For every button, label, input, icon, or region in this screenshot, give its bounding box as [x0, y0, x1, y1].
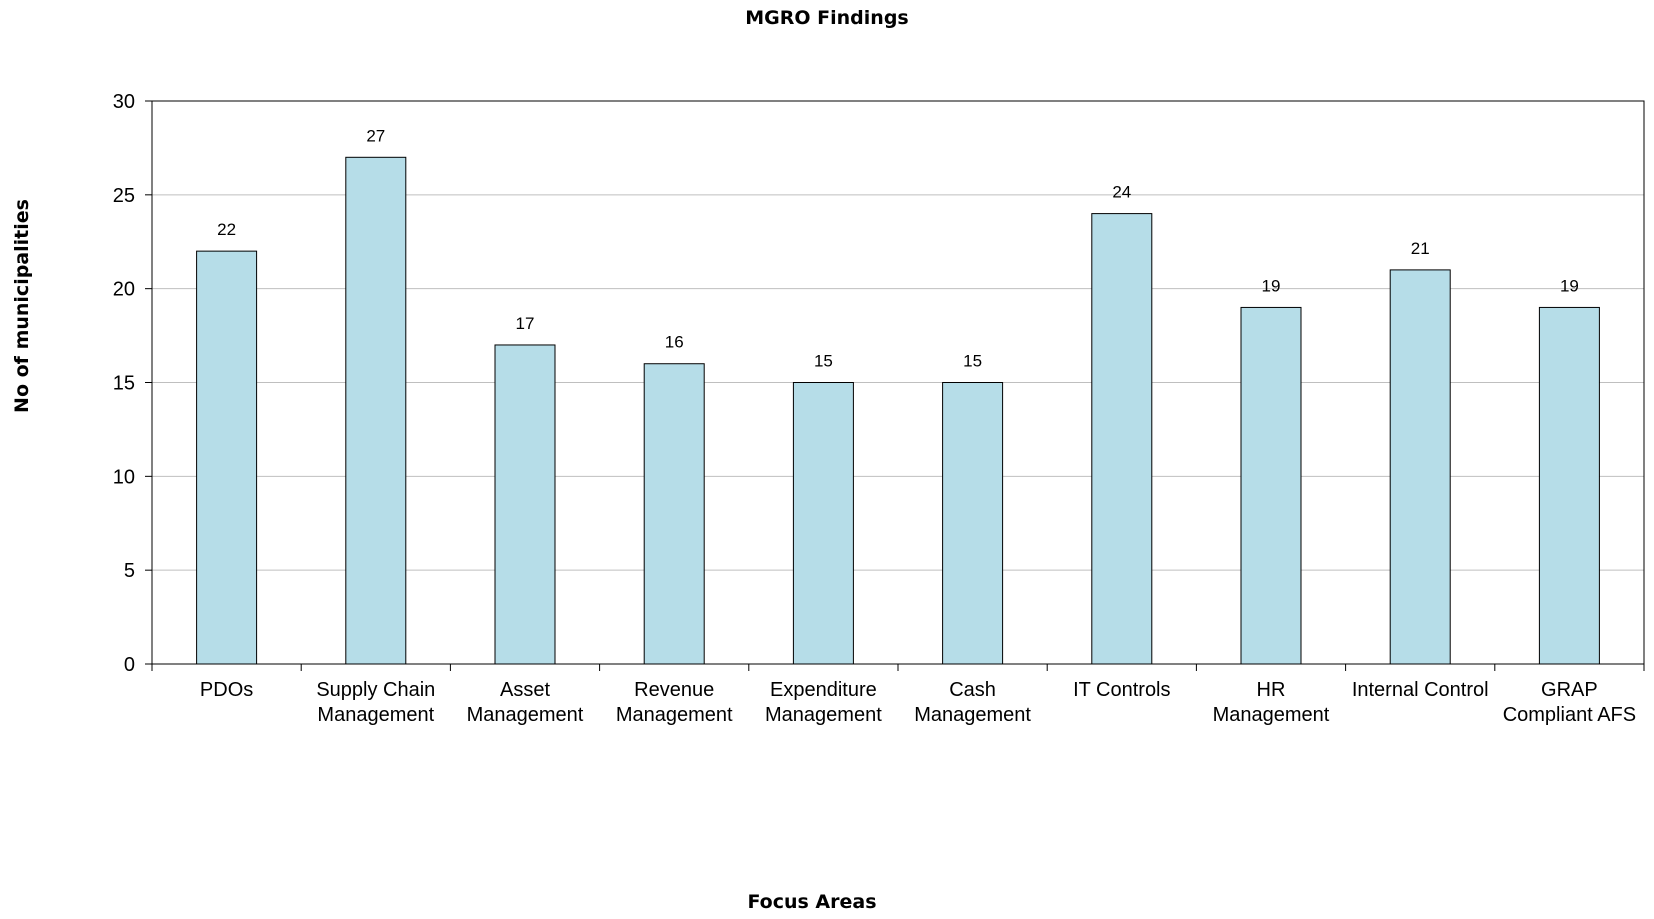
- plot-frame: [151, 100, 1645, 665]
- data-label: 16: [665, 333, 684, 352]
- x-axis-title: Focus Areas: [747, 891, 876, 913]
- y-tick-label: 10: [113, 466, 135, 488]
- bar: [1538, 306, 1600, 665]
- x-tick-label-line: Expenditure: [770, 679, 877, 701]
- x-tick-label: GRAP Compliant AFS: [1503, 679, 1636, 726]
- x-tick-label-line: IT Controls: [1073, 679, 1170, 701]
- data-label: 19: [1262, 276, 1281, 295]
- y-tick-label: 30: [113, 91, 135, 113]
- x-tick-label-line: Management: [317, 704, 434, 726]
- data-label: 17: [516, 314, 535, 333]
- bar: [643, 363, 705, 665]
- y-axis-title: No of municipalities: [11, 199, 33, 413]
- x-tick-label-line: HR: [1257, 679, 1286, 701]
- bar: [196, 250, 258, 665]
- data-label: 22: [217, 220, 236, 239]
- bar: [345, 156, 407, 665]
- y-tick-label: 0: [124, 654, 135, 676]
- bar: [942, 382, 1004, 665]
- bar: [1091, 213, 1153, 665]
- y-tick-label: 20: [113, 279, 135, 301]
- x-tick-label-line: Management: [616, 704, 733, 726]
- axes: [145, 100, 1645, 671]
- x-tick-label: Supply Chain Management: [316, 679, 435, 726]
- x-tick-label: Asset Management: [467, 679, 584, 726]
- x-tick-label-line: Revenue: [634, 679, 714, 701]
- data-label: 15: [963, 352, 982, 371]
- x-tick-label-line: PDOs: [200, 679, 253, 701]
- labels: 0 5 10 15 20 25 30 22 PDOs 27 Supply Chain Manageme…: [113, 91, 1636, 726]
- x-tick-label: IT Controls: [1073, 679, 1170, 701]
- x-tick-label-line: Asset: [500, 679, 550, 701]
- data-label: 19: [1560, 276, 1579, 295]
- bar: [792, 382, 854, 665]
- x-tick-label-line: GRAP: [1541, 679, 1598, 701]
- x-tick-label: PDOs: [200, 679, 253, 701]
- y-tick-label: 25: [113, 185, 135, 207]
- y-tick-label: 15: [113, 373, 135, 395]
- y-tick-label: 5: [124, 560, 135, 582]
- x-tick-label-line: Supply Chain: [316, 679, 435, 701]
- bars: [196, 156, 1600, 665]
- x-tick-label: Expenditure Management: [765, 679, 882, 726]
- x-tick-label-line: Management: [467, 704, 584, 726]
- data-label: 21: [1411, 239, 1430, 258]
- x-tick-label-line: Management: [914, 704, 1031, 726]
- data-label: 24: [1112, 183, 1131, 202]
- x-tick-label-line: Management: [1213, 704, 1330, 726]
- bar: [1240, 306, 1302, 665]
- chart-title: MGRO Findings: [745, 7, 908, 29]
- x-tick-label-line: Cash: [949, 679, 996, 701]
- x-tick-label: Cash Management: [914, 679, 1031, 726]
- x-tick-label-line: Management: [765, 704, 882, 726]
- bar: [1389, 269, 1451, 665]
- x-tick-label: Internal Control: [1352, 679, 1489, 701]
- x-tick-label: HR Management: [1213, 679, 1330, 726]
- data-label: 15: [814, 352, 833, 371]
- data-label: 27: [366, 126, 385, 145]
- x-tick-label-line: Compliant AFS: [1503, 704, 1636, 726]
- x-tick-label-line: Internal Control: [1352, 679, 1489, 701]
- x-tick-label: Revenue Management: [616, 679, 733, 726]
- bar: [494, 344, 556, 665]
